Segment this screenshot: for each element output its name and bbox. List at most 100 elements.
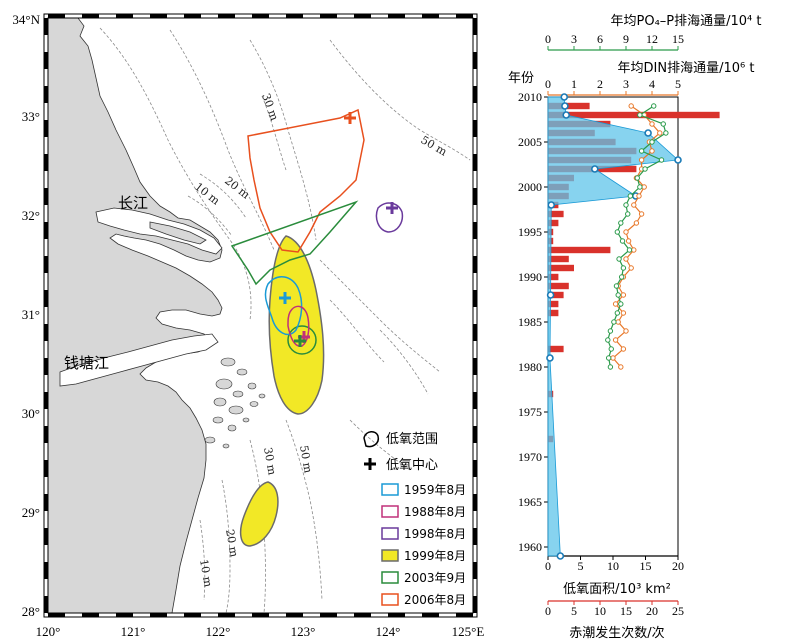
din-flux-point (623, 229, 629, 235)
frame-segment (456, 14, 473, 18)
legend-label-2006: 2006年8月 (404, 593, 466, 607)
frame-segment (48, 14, 65, 18)
din-flux-point (612, 301, 619, 307)
top-axis-2-title: 年均DIN排海通量/10⁶ t (618, 61, 755, 76)
legend-label-1959: 1959年8月 (404, 483, 466, 497)
hypoxia-area-point (644, 129, 652, 137)
red-tide-bar (548, 345, 564, 353)
lat-label-31: 31° (22, 307, 40, 322)
frame-segment (473, 188, 477, 205)
frame-segment (473, 528, 477, 545)
frame-segment (473, 154, 477, 171)
lat-label-33: 33° (22, 109, 40, 124)
bottom-axis-2-title: 赤潮发生次数/次 (569, 625, 664, 641)
po4-flux-point (608, 346, 614, 352)
frame-segment (44, 290, 48, 307)
frame-segment (44, 222, 48, 239)
legend-range-icon (363, 431, 380, 448)
frame-segment (473, 256, 477, 273)
frame-segment (44, 256, 48, 273)
frame-segment (456, 613, 473, 617)
isobath-label-50m-south: 50 m (297, 444, 315, 474)
frame-segment (44, 494, 48, 511)
frame-segment (184, 14, 201, 18)
hypoxia-zone-1999-south (239, 481, 279, 547)
din-flux-point (633, 220, 640, 226)
y-tick-label: 2000 (518, 180, 542, 194)
legend-center-label: 低氧中心 (386, 458, 438, 473)
bottom-axis-1-title: 低氧面积/10³ km² (563, 582, 671, 597)
bottom-axis-1-tick-label: 0 (545, 559, 551, 573)
frame-segment (320, 14, 337, 18)
po4-flux-point (616, 256, 622, 262)
po4-flux-point (618, 274, 625, 280)
po4-flux-point (613, 283, 620, 289)
din-flux-point (649, 148, 655, 154)
frame-segment (150, 613, 167, 617)
din-flux-point (623, 328, 629, 334)
top-axis-1-tick-label: 0 (545, 32, 551, 46)
hypoxia-zone-1988 (287, 305, 310, 347)
frame-segment (473, 426, 477, 443)
frame-segment (422, 613, 439, 617)
po4-flux-point (625, 211, 631, 217)
red-tide-bar (548, 309, 559, 317)
frame-segment (473, 52, 477, 69)
po4-flux-point (649, 139, 655, 145)
din-flux-point (620, 310, 627, 316)
red-tide-bar (548, 111, 720, 119)
po4-flux-point (627, 193, 634, 199)
frame-segment (354, 613, 371, 617)
frame-segment (473, 596, 477, 613)
y-tick-label: 2010 (518, 90, 542, 104)
top-axis-2-tick-label: 2 (597, 77, 603, 91)
hypoxia-center-1959 (279, 292, 291, 304)
po4-flux-point (620, 265, 627, 271)
bottom-axis-2-tick-label: 5 (571, 604, 577, 618)
frame-segment (218, 613, 235, 617)
top-axis-2-tick-label: 1 (571, 77, 577, 91)
po4-flux-point (619, 238, 626, 244)
top-axis-1-tick-label: 3 (571, 32, 577, 46)
lon-label-123: 123° (291, 624, 316, 639)
chart-axes: 2010200520001995199019851980197519701965… (518, 32, 684, 618)
hypoxia-area-point (546, 291, 555, 299)
chart-panel: 年均PO₄–P排海通量/10⁴ t 年均DIN排海通量/10⁶ t 年份 201… (508, 14, 762, 641)
din-flux-point (638, 157, 645, 163)
din-flux-point (649, 121, 655, 127)
y-tick-label: 1990 (518, 270, 542, 284)
frame-segment (388, 14, 405, 18)
y-tick-label: 1975 (518, 405, 542, 419)
red-tide-bar (548, 246, 611, 254)
bottom-axis-2-tick-label: 15 (620, 604, 632, 618)
po4-flux-point (611, 319, 617, 325)
lon-label-124: 124° (376, 624, 401, 639)
frame-segment (44, 120, 48, 137)
hypoxia-area-point (561, 102, 569, 110)
lat-label-28: 28° (22, 604, 40, 619)
lon-label-120: 120° (36, 624, 61, 639)
bottom-axis-1-tick-label: 10 (607, 559, 619, 573)
frame-segment (184, 613, 201, 617)
chongming-island (149, 221, 207, 245)
po4-flux-point (637, 112, 643, 118)
legend-center-icon (364, 458, 376, 470)
bottom-axis-2-tick-label: 25 (672, 604, 684, 618)
legend-swatch-2006 (381, 593, 399, 606)
hangzhou-bay (59, 333, 219, 387)
po4-flux-point (637, 184, 643, 190)
frame-segment (82, 14, 99, 18)
hypoxia-area-point (556, 552, 565, 560)
red-tide-bar (548, 300, 559, 308)
frame-segment (150, 14, 167, 18)
frame-segment (44, 392, 48, 409)
hypoxia-area-point (674, 156, 682, 164)
isobath-label-30m-south: 30 m (261, 446, 279, 476)
po4-flux-point (607, 364, 614, 370)
lon-label-121: 121° (121, 624, 146, 639)
frame-segment (473, 222, 477, 239)
din-flux-point (638, 211, 645, 217)
frame-segment (286, 14, 303, 18)
po4-flux-point (605, 355, 612, 361)
y-tick-label: 1995 (518, 225, 542, 239)
